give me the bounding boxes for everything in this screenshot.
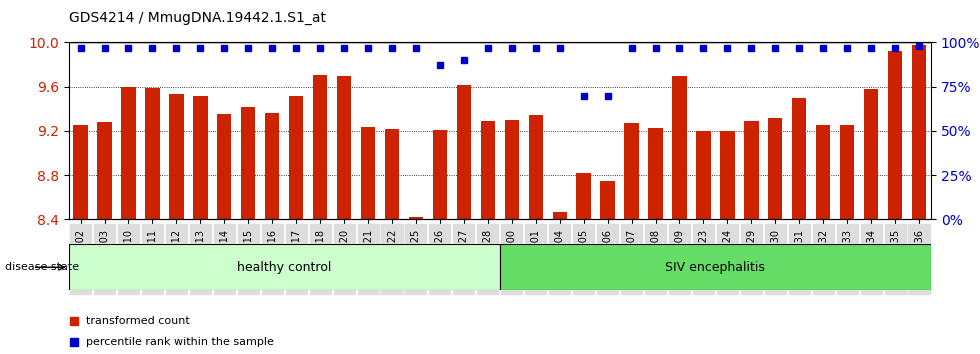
Bar <box>792 98 807 219</box>
Bar <box>265 113 279 219</box>
Bar <box>528 115 543 219</box>
Bar <box>624 123 639 219</box>
Bar <box>816 125 830 219</box>
Bar <box>337 76 351 219</box>
Bar <box>385 129 399 219</box>
Bar <box>289 96 304 219</box>
Text: transformed count: transformed count <box>86 316 189 326</box>
Bar <box>170 95 183 219</box>
Bar <box>193 96 208 219</box>
Bar <box>553 212 566 219</box>
Bar <box>97 122 112 219</box>
Bar <box>768 118 782 219</box>
Bar <box>576 173 591 219</box>
Bar <box>696 131 710 219</box>
Bar <box>241 107 256 219</box>
Bar <box>720 131 735 219</box>
Bar <box>840 125 855 219</box>
Bar <box>500 244 931 290</box>
Bar <box>313 75 327 219</box>
Text: percentile rank within the sample: percentile rank within the sample <box>86 337 273 347</box>
Text: healthy control: healthy control <box>237 261 331 274</box>
Bar <box>69 244 500 290</box>
Text: SIV encephalitis: SIV encephalitis <box>665 261 765 274</box>
Text: GDS4214 / MmugDNA.19442.1.S1_at: GDS4214 / MmugDNA.19442.1.S1_at <box>69 11 325 25</box>
Text: disease state: disease state <box>5 262 79 272</box>
Bar <box>911 45 926 219</box>
Bar <box>457 85 471 219</box>
Bar <box>74 125 88 219</box>
Bar <box>218 114 231 219</box>
Bar <box>672 76 687 219</box>
Bar <box>505 120 519 219</box>
Bar <box>649 128 662 219</box>
Bar <box>888 51 903 219</box>
Bar <box>601 181 614 219</box>
Bar <box>361 127 375 219</box>
Bar <box>744 121 759 219</box>
Bar <box>145 88 160 219</box>
Bar <box>480 121 495 219</box>
Bar <box>122 87 135 219</box>
Bar <box>433 130 447 219</box>
Bar <box>409 217 423 219</box>
Bar <box>864 89 878 219</box>
